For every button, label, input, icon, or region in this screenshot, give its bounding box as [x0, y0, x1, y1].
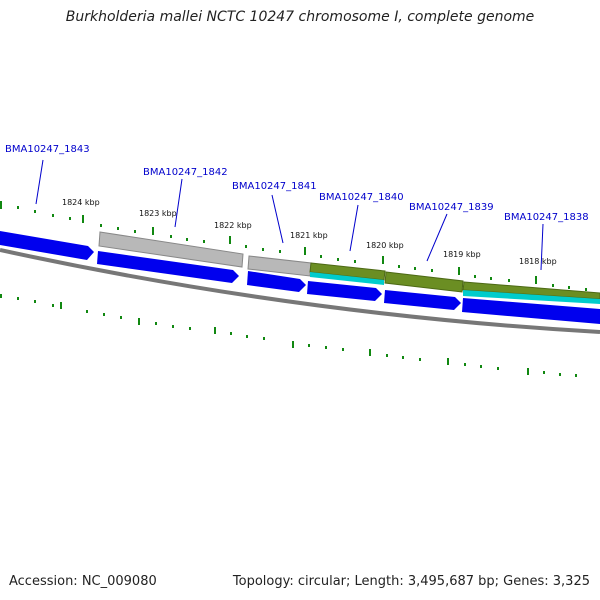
leader-line-1839 [426, 213, 448, 262]
cds-arrow-1838 [462, 298, 600, 324]
gene-label: BMA10247_1838 [504, 212, 589, 223]
chromosome-backbone [0, 248, 600, 334]
gene-label: BMA10247_1842 [143, 167, 228, 178]
leader-line-1842 [174, 178, 183, 228]
leader-line-1840 [349, 204, 359, 252]
gene-label: BMA10247_1839 [409, 202, 494, 213]
genome-stats-label: Topology: circular; Length: 3,495,687 bp… [232, 574, 590, 589]
scale-label: 1819 kbp [443, 250, 481, 259]
gene-label-leaders [35, 159, 544, 271]
cds-arrow-1841 [247, 271, 306, 292]
scale-label: 1822 kbp [214, 221, 252, 230]
cds-track [0, 231, 600, 324]
cds-arrow-1842 [97, 251, 239, 283]
gene-block-1838 [462, 281, 600, 300]
leader-line-1838 [540, 223, 544, 271]
scale-label: 1824 kbp [62, 198, 100, 207]
gene-label: BMA10247_1843 [5, 144, 90, 155]
inner-tick-ring [0, 294, 577, 377]
accession-label: Accession: NC_009080 [9, 574, 157, 589]
cds-arrow-1840 [307, 281, 382, 301]
gene-block-1839 [384, 271, 464, 293]
scale-label: 1818 kbp [519, 257, 557, 266]
gene-track [98, 231, 600, 304]
gene-label: BMA10247_1840 [319, 192, 404, 203]
cyan-band-1840 [310, 272, 384, 285]
scale-labels: 1824 kbp 1823 kbp 1822 kbp 1821 kbp 1820… [62, 198, 557, 266]
map-title: Burkholderia mallei NCTC 10247 chromosom… [65, 9, 535, 25]
gene-labels: BMA10247_1843 BMA10247_1842 BMA10247_184… [5, 144, 589, 223]
leader-line-1841 [271, 194, 284, 244]
scale-label: 1821 kbp [290, 231, 328, 240]
leader-line-1843 [35, 159, 44, 205]
scale-label: 1823 kbp [139, 209, 177, 218]
gene-label: BMA10247_1841 [232, 181, 317, 192]
gene-block-1842 [98, 231, 244, 268]
scale-label: 1820 kbp [366, 241, 404, 250]
outer-tick-ring [0, 201, 587, 291]
cds-arrow-1839 [384, 290, 461, 310]
cds-arrow-1843 [0, 231, 94, 260]
cyan-band-1838 [463, 290, 600, 304]
